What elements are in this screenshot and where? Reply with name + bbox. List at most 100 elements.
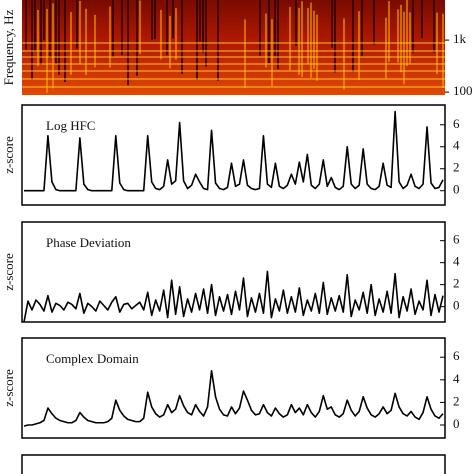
spectrogram-stripe	[406, 0, 408, 67]
spectrogram-gap	[43, 0, 45, 41]
spectrogram-stripe	[397, 9, 399, 63]
spectrogram-gap	[334, 0, 336, 73]
spectrogram-stripe	[301, 1, 303, 77]
y-tick-label: 2	[453, 276, 460, 291]
spectrogram-stripe	[271, 19, 273, 87]
spectrogram-gap	[205, 0, 207, 67]
spectrogram-stripe	[265, 13, 267, 68]
spectrogram-gap	[151, 0, 153, 40]
y-tick-label: 4	[453, 138, 460, 153]
spectrogram-stripe	[298, 8, 300, 75]
y-axis-label: z-score	[1, 136, 16, 174]
spectrogram-stripe	[52, 3, 54, 89]
y-axis-label: Frequency, Hz	[1, 9, 16, 85]
spectrogram-gap	[361, 0, 363, 57]
spectrogram-stripe	[313, 10, 315, 69]
spectrogram-stripe	[289, 6, 291, 71]
spectrogram-gap	[274, 0, 276, 57]
spectrogram-stripe	[85, 8, 87, 76]
spectrogram-stripe	[244, 19, 246, 89]
spectrogram-stripe	[310, 2, 312, 78]
spectrogram-gap	[196, 0, 198, 80]
spectrogram-gap	[121, 0, 123, 56]
spectrogram-band	[22, 86, 445, 88]
spectrogram-gap	[199, 0, 201, 42]
spectrogram-gap	[331, 0, 333, 48]
spectrogram-gap	[421, 0, 423, 39]
spectrogram-stripe	[37, 9, 39, 67]
spectrogram-stripe	[109, 6, 111, 68]
y-tick-label: 2	[453, 160, 460, 175]
y-tick-label: 6	[453, 232, 460, 247]
y-tick-label: 0	[453, 416, 460, 431]
spectrogram-gap	[25, 0, 27, 50]
spectrogram-stripe	[316, 14, 318, 81]
line	[23, 270, 444, 322]
spectrogram-gap	[433, 0, 435, 53]
panel-title: Complex Domain	[46, 351, 139, 366]
y-tick-label: 4	[453, 254, 460, 269]
spectrogram-gap	[166, 0, 168, 55]
y-tick-label: 4	[453, 371, 460, 386]
spectrogram-band	[22, 56, 445, 58]
spectrogram-stripe	[385, 17, 387, 79]
spectrogram-stripe	[46, 8, 48, 93]
spectrogram-stripe	[388, 1, 390, 62]
spectrogram-gap	[136, 0, 138, 76]
spectrogram-stripe	[358, 11, 360, 81]
spectrogram-gap	[295, 0, 297, 46]
spectrogram-band	[22, 50, 445, 52]
spectrogram-stripe	[307, 8, 309, 65]
spectrogram-gap	[373, 0, 375, 45]
line	[24, 110, 444, 192]
spectrogram-stripe	[403, 11, 405, 85]
spectrogram-gap	[40, 0, 42, 65]
spectrogram-gap	[277, 0, 279, 70]
spectrogram-stripe	[169, 15, 171, 69]
spectrogram-stripe	[139, 0, 141, 54]
spectrogram	[22, 0, 445, 95]
spectrogram-stripe	[436, 12, 438, 75]
spectrogram-gap	[31, 0, 33, 80]
panel-title: Phase Deviation	[46, 235, 131, 250]
spectrogram-band	[22, 63, 445, 65]
y-tick-label: 6	[453, 348, 460, 363]
y-tick-label: 0	[453, 298, 460, 313]
spectrogram-gap	[127, 0, 129, 86]
spectrogram-gap	[58, 0, 60, 75]
panel-frame	[21, 221, 446, 323]
spectrogram-gap	[181, 0, 183, 74]
spectrogram-stripe	[70, 12, 72, 75]
spectrogram-stripe	[400, 4, 402, 73]
panel-frame	[21, 104, 446, 206]
y-tick-label: 100	[453, 83, 473, 98]
line	[23, 369, 444, 427]
spectrogram-gap	[76, 0, 78, 49]
spectrogram-gap	[154, 0, 156, 39]
spectrogram-gap	[172, 0, 174, 39]
panel-title: Log HFC	[46, 118, 95, 133]
spectrogram-stripe	[79, 0, 81, 65]
spectrogram-gap	[217, 0, 219, 81]
spectrogram-gap	[412, 0, 414, 53]
spectrogram-stripe	[442, 13, 444, 89]
spectrogram-band	[22, 78, 445, 80]
spectrogram-gap	[49, 0, 51, 58]
spectrogram-stripe	[343, 18, 345, 90]
panel-frame	[21, 337, 446, 439]
y-tick-label: 6	[453, 116, 460, 131]
spectrogram-gap	[268, 0, 270, 64]
spectrogram-gap	[112, 0, 114, 57]
spectrogram-band	[22, 42, 445, 44]
y-tick-label: 1k	[453, 31, 467, 46]
spectrogram-stripe	[409, 12, 411, 64]
spectrogram-stripe	[160, 9, 162, 60]
cut-off-panel	[21, 454, 446, 474]
spectrogram-stripe	[94, 14, 96, 68]
spectrogram-gap	[34, 0, 36, 52]
spectrogram-gap	[55, 0, 57, 64]
spectrogram-gap	[259, 0, 261, 56]
spectrogram-gap	[202, 0, 204, 53]
y-axis-label: z-score	[1, 253, 16, 291]
